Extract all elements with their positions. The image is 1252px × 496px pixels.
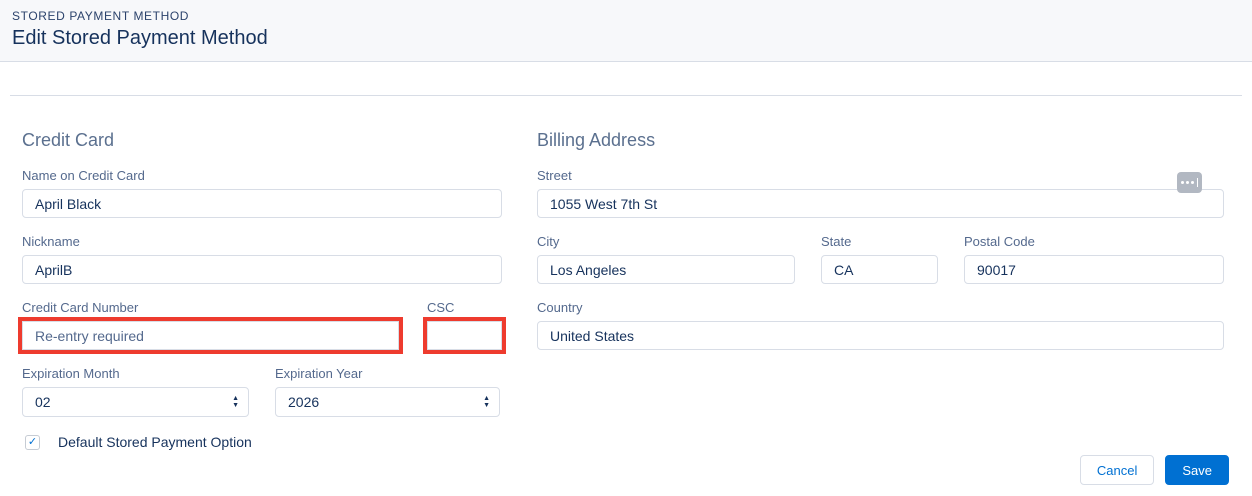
page-title: Edit Stored Payment Method [12, 27, 268, 49]
street-label: Street [537, 168, 572, 183]
stepper-down-icon[interactable]: ▼ [483, 402, 490, 409]
nickname-label: Nickname [22, 234, 80, 249]
city-state-postal-row: City State Postal Code [537, 234, 1224, 284]
dot [1191, 181, 1194, 184]
expiration-year-select-wrap: 2026 ▲ ▼ [275, 387, 500, 417]
cancel-button[interactable]: Cancel [1079, 455, 1155, 485]
stepper-up-icon[interactable]: ▲ [483, 395, 490, 402]
expiration-month-select-wrap: 02 ▲ ▼ [22, 387, 249, 417]
country-label: Country [537, 300, 583, 315]
name-on-card-field-group: Name on Credit Card [22, 168, 502, 218]
expiration-year-label: Expiration Year [275, 366, 363, 381]
expiration-month-label: Expiration Month [22, 366, 120, 381]
card-number-csc-row: Credit Card Number CSC [18, 300, 506, 354]
street-field-group: Street [537, 168, 1224, 218]
default-payment-checkbox-label[interactable]: Default Stored Payment Option [58, 434, 252, 450]
credit-card-section: Credit Card Name on Credit Card Nickname… [18, 129, 506, 450]
city-label: City [537, 234, 560, 249]
default-payment-checkbox[interactable]: ✓ [25, 434, 40, 450]
postal-code-field-group: Postal Code [964, 234, 1224, 284]
page-header: STORED PAYMENT METHOD Edit Stored Paymen… [0, 0, 1252, 62]
stepper-icon[interactable]: ▲ ▼ [483, 395, 490, 409]
street-input[interactable] [537, 189, 1224, 218]
state-field-group: State [821, 234, 938, 284]
text-caret [1197, 178, 1198, 187]
street-expand-icon[interactable] [1177, 172, 1202, 193]
nickname-input[interactable] [22, 255, 502, 284]
entity-eyebrow: STORED PAYMENT METHOD [12, 9, 190, 23]
postal-code-label: Postal Code [964, 234, 1035, 249]
stepper-up-icon[interactable]: ▲ [232, 395, 239, 402]
card-number-field-group: Credit Card Number [18, 300, 403, 354]
expiration-year-field-group: Expiration Year 2026 ▲ ▼ [275, 366, 500, 417]
expiration-month-select[interactable]: 02 [22, 387, 249, 417]
expiration-month-field-group: Expiration Month 02 ▲ ▼ [22, 366, 249, 417]
nickname-field-group: Nickname [22, 234, 502, 284]
stepper-icon[interactable]: ▲ ▼ [232, 395, 239, 409]
stepper-down-icon[interactable]: ▼ [232, 402, 239, 409]
card-number-label: Credit Card Number [22, 300, 139, 315]
credit-card-heading: Credit Card [22, 130, 115, 150]
csc-field-group: CSC [423, 300, 506, 354]
state-input[interactable] [821, 255, 938, 284]
expiration-row: Expiration Month 02 ▲ ▼ Expiration Year 2… [22, 366, 502, 417]
billing-address-heading: Billing Address [537, 130, 656, 150]
csc-label: CSC [427, 300, 455, 315]
payment-method-form: Credit Card Name on Credit Card Nickname… [18, 129, 1224, 450]
csc-input[interactable] [423, 317, 506, 354]
card-number-input[interactable] [18, 317, 403, 354]
state-label: State [821, 234, 852, 249]
default-payment-option-row: ✓ Default Stored Payment Option [25, 434, 502, 450]
dot [1181, 181, 1184, 184]
city-input[interactable] [537, 255, 795, 284]
billing-address-section: Billing Address Street City State [537, 129, 1224, 450]
name-on-card-input[interactable] [22, 189, 502, 218]
postal-code-input[interactable] [964, 255, 1224, 284]
save-button[interactable]: Save [1165, 455, 1229, 485]
city-field-group: City [537, 234, 795, 284]
form-actions: Cancel Save [1079, 455, 1229, 485]
expiration-year-select[interactable]: 2026 [275, 387, 500, 417]
checkmark-icon: ✓ [27, 435, 38, 448]
name-on-card-label: Name on Credit Card [22, 168, 145, 183]
country-input[interactable] [537, 321, 1224, 350]
country-field-group: Country [537, 300, 1224, 350]
content-divider [10, 95, 1242, 96]
dot [1186, 181, 1189, 184]
